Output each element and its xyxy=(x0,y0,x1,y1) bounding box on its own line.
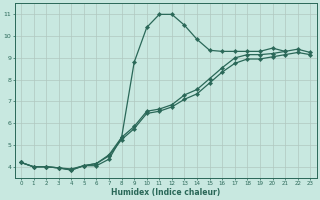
X-axis label: Humidex (Indice chaleur): Humidex (Indice chaleur) xyxy=(111,188,220,197)
